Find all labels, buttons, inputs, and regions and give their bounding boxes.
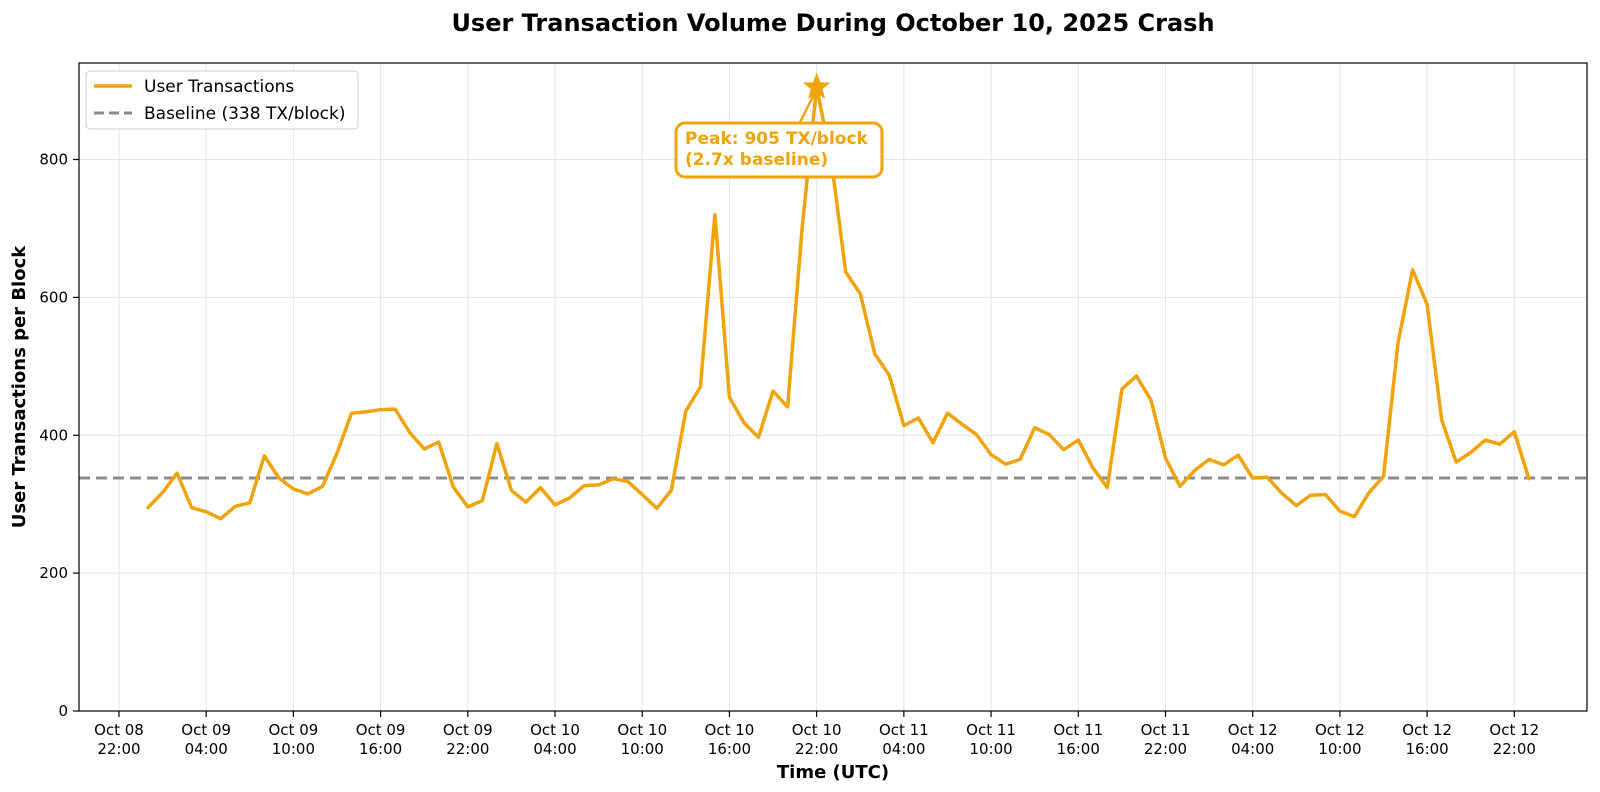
y-axis-title: User Transactions per Block — [9, 245, 30, 528]
x-axis-title: Time (UTC) — [777, 762, 889, 783]
x-tick-label-date: Oct 10 — [617, 721, 667, 739]
chart-title: User Transaction Volume During October 1… — [451, 9, 1214, 37]
x-tick-label-time: 10:00 — [621, 740, 664, 758]
x-tick-label-time: 10:00 — [272, 740, 315, 758]
x-tick-label-time: 16:00 — [1405, 740, 1448, 758]
x-tick-label-date: Oct 10 — [705, 721, 755, 739]
x-tick-label-date: Oct 12 — [1315, 721, 1365, 739]
x-tick-label-time: 16:00 — [359, 740, 402, 758]
legend-label-user-transactions: User Transactions — [144, 77, 294, 97]
x-tick-label-date: Oct 09 — [268, 721, 318, 739]
x-tick-label-date: Oct 10 — [792, 721, 842, 739]
x-tick-label-date: Oct 11 — [1053, 721, 1103, 739]
x-tick-label-time: 22:00 — [795, 740, 838, 758]
y-tick-label: 400 — [39, 426, 68, 444]
legend-label-baseline: Baseline (338 TX/block) — [144, 104, 345, 124]
x-tick-label-time: 16:00 — [708, 740, 751, 758]
annotation-layer: Peak: 905 TX/block(2.7x baseline) — [674, 72, 884, 179]
x-tick-label-time: 04:00 — [533, 740, 576, 758]
y-tick-label: 600 — [39, 288, 68, 306]
x-tick-label-date: Oct 10 — [530, 721, 580, 739]
x-tick-label-date: Oct 11 — [966, 721, 1016, 739]
x-tick-label-date: Oct 11 — [879, 721, 929, 739]
series-line-user-transactions — [146, 85, 1531, 521]
peak-star-marker — [802, 72, 831, 99]
x-tick-label-time: 22:00 — [1144, 740, 1187, 758]
y-axis: 0 200 400 600 800 — [39, 151, 79, 720]
x-tick-label-time: 04:00 — [1231, 740, 1274, 758]
y-tick-label: 200 — [39, 564, 68, 582]
y-tick-label: 800 — [39, 151, 68, 169]
x-tick-label-time: 22:00 — [446, 740, 489, 758]
x-tick-label-time: 10:00 — [969, 740, 1012, 758]
x-tick-label-date: Oct 11 — [1141, 721, 1191, 739]
x-tick-label-date: Oct 12 — [1489, 721, 1539, 739]
x-tick-label-date: Oct 12 — [1228, 721, 1278, 739]
x-tick-label-time: 22:00 — [97, 740, 140, 758]
x-tick-label-time: 10:00 — [1318, 740, 1361, 758]
x-tick-label-time: 22:00 — [1493, 740, 1536, 758]
peak-annotation-box — [674, 121, 884, 179]
peak-annotation-line1: Peak: 905 TX/block — [685, 129, 869, 149]
x-tick-label-time: 04:00 — [185, 740, 228, 758]
x-tick-label-date: Oct 09 — [181, 721, 231, 739]
peak-annotation-line2: (2.7x baseline) — [685, 150, 828, 170]
x-tick-label-date: Oct 09 — [443, 721, 493, 739]
legend: User Transactions Baseline (338 TX/block… — [85, 70, 359, 130]
x-tick-label-date: Oct 12 — [1402, 721, 1452, 739]
plot-frame — [78, 62, 1588, 712]
y-tick-label: 0 — [58, 702, 68, 720]
x-tick-label-time: 04:00 — [882, 740, 925, 758]
x-tick-label-date: Oct 09 — [356, 721, 406, 739]
legend-box — [85, 70, 359, 130]
x-tick-label-time: 16:00 — [1057, 740, 1100, 758]
x-tick-label-date: Oct 08 — [94, 721, 144, 739]
series-layer — [146, 85, 1531, 521]
